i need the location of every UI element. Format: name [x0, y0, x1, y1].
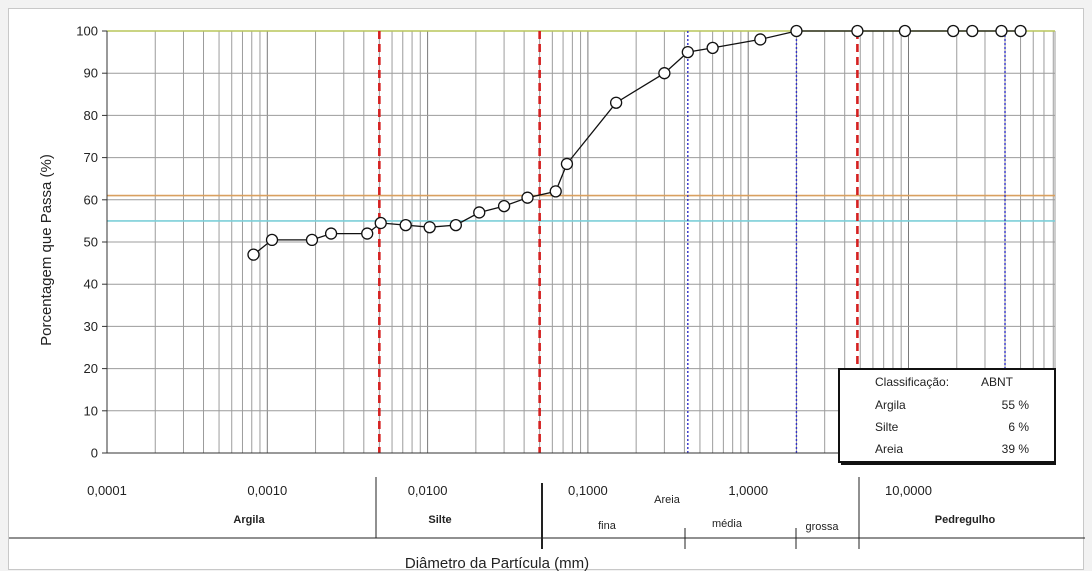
y-tick-label: 70	[84, 150, 98, 165]
legend-row-label: Argila	[875, 398, 906, 412]
legend-row-label: Silte	[875, 420, 899, 434]
data-point	[947, 24, 960, 38]
data-point	[247, 248, 260, 261]
data-series	[247, 24, 1027, 261]
zone-label-grossa: grossa	[805, 521, 839, 533]
data-point	[361, 227, 374, 240]
data-point	[265, 233, 279, 247]
data-point	[898, 24, 912, 38]
data-point	[658, 67, 671, 80]
y-tick-label: 30	[84, 319, 98, 334]
chart-frame: 0 10 20 30 40 50 60 70 80 90 100 0,0001 0,0010 0,0100…	[8, 8, 1085, 571]
y-tick-label: 0	[91, 446, 98, 461]
data-point	[374, 216, 387, 230]
y-tick-label: 10	[84, 403, 98, 418]
legend-header-label: Classificação:	[875, 375, 949, 389]
data-point	[1014, 24, 1027, 38]
x-tick-label: 0,0001	[87, 483, 127, 498]
data-point	[423, 221, 436, 234]
data-point	[305, 233, 319, 247]
legend-row-value: 6 %	[1008, 420, 1029, 434]
zone-label-pedregulho: Pedregulho	[935, 514, 996, 526]
zone-label-silte: Silte	[428, 514, 451, 526]
x-tick-label: 0,1000	[568, 483, 608, 498]
y-tick-label: 20	[84, 361, 98, 376]
data-point	[497, 199, 511, 213]
grain-size-chart: 0 10 20 30 40 50 60 70 80 90 100 0,0001 0,0010 0,0100…	[9, 24, 1085, 571]
x-tick-label: 10,0000	[885, 483, 932, 498]
data-point	[449, 218, 462, 232]
axes: 0 10 20 30 40 50 60 70 80 90 100 0,0001 0,0010 0,0100…	[76, 24, 1055, 498]
data-point	[754, 33, 767, 46]
classification-legend: Classificação: ABNT Argila 55 % Silte 6 …	[838, 368, 1056, 465]
data-point	[790, 24, 803, 38]
data-point	[706, 41, 719, 55]
data-point	[324, 227, 338, 240]
y-tick-label: 90	[84, 66, 98, 81]
data-point	[681, 45, 694, 59]
y-tick-label: 100	[76, 24, 98, 39]
legend-row-value: 39 %	[1002, 442, 1030, 456]
zone-label-areia: Areia	[654, 494, 681, 506]
data-point	[473, 206, 486, 219]
data-point	[851, 24, 864, 38]
x-tick-label: 0,0010	[247, 483, 287, 498]
legend-row-label: Areia	[875, 442, 903, 456]
zone-label-media: média	[712, 518, 743, 530]
zone-label-argila: Argila	[233, 514, 265, 526]
y-tick-label: 50	[84, 235, 98, 250]
data-point	[549, 185, 562, 198]
y-tick-label: 40	[84, 277, 98, 292]
x-tick-label: 1,0000	[728, 483, 768, 498]
y-axis-label: Porcentagem que Passa (%)	[38, 154, 55, 346]
legend-row-value: 55 %	[1002, 398, 1030, 412]
legend-header-value: ABNT	[981, 375, 1014, 389]
soil-classification-zones: Argila Silte Areia fina média grossa Ped…	[9, 477, 1085, 549]
x-axis-label: Diâmetro da Partícula (mm)	[405, 555, 589, 571]
y-tick-label: 60	[84, 192, 98, 207]
data-point	[995, 24, 1008, 38]
data-point	[521, 191, 534, 204]
y-tick-label: 80	[84, 108, 98, 123]
data-point	[399, 218, 412, 232]
legend-box	[838, 368, 1056, 463]
data-point	[609, 96, 623, 109]
data-point	[966, 24, 979, 38]
zone-label-fina: fina	[598, 520, 617, 532]
x-tick-label: 0,0100	[408, 483, 448, 498]
data-point	[560, 157, 574, 171]
